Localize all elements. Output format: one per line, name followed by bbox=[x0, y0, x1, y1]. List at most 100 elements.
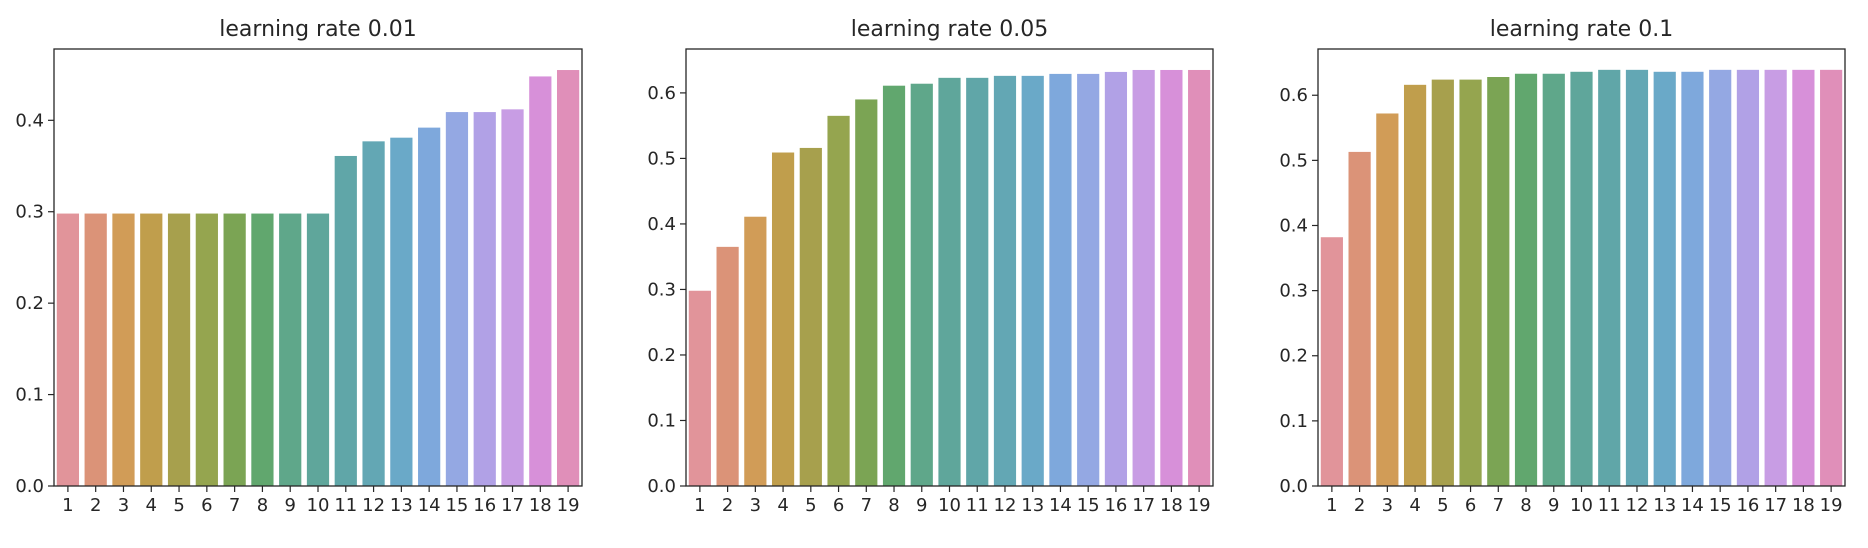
x-tick-label: 1 bbox=[694, 495, 705, 516]
y-tick-label: 0.4 bbox=[1279, 215, 1308, 236]
x-tick-label: 5 bbox=[173, 495, 184, 516]
bar-13 bbox=[1653, 71, 1676, 486]
x-tick-label: 6 bbox=[201, 495, 212, 516]
x-tick-label: 3 bbox=[1382, 495, 1393, 516]
bar-1 bbox=[1320, 237, 1343, 486]
x-tick-label: 6 bbox=[1465, 495, 1476, 516]
y-tick-label: 0.5 bbox=[647, 148, 676, 169]
x-tick-label: 8 bbox=[257, 495, 268, 516]
chart-title: learning rate 0.05 bbox=[851, 17, 1048, 42]
bar-6 bbox=[827, 115, 850, 486]
bar-15 bbox=[1709, 69, 1732, 486]
x-tick-label: 16 bbox=[473, 495, 496, 516]
bar-17 bbox=[501, 109, 524, 486]
chart-panel-3: 1 2 3 4 5 6 7 8 9 10 11 12 13 14 15 16 17 18 190.00.10.20.… bbox=[1279, 17, 1846, 516]
x-tick-label: 3 bbox=[750, 495, 761, 516]
bar-6 bbox=[1459, 79, 1482, 487]
x-tick-label: 7 bbox=[861, 495, 872, 516]
x-tick-label: 6 bbox=[833, 495, 844, 516]
x-tick-label: 14 bbox=[1049, 495, 1072, 516]
x-tick-label: 11 bbox=[966, 495, 989, 516]
bar-19 bbox=[1188, 69, 1211, 486]
bar-9 bbox=[910, 83, 933, 486]
chart-title: learning rate 0.01 bbox=[219, 17, 416, 42]
x-tick-label: 12 bbox=[362, 495, 385, 516]
bar-17 bbox=[1764, 69, 1787, 486]
y-tick-label: 0.0 bbox=[1279, 476, 1308, 497]
x-tick-label: 7 bbox=[1493, 495, 1504, 516]
bar-16 bbox=[1104, 71, 1128, 487]
bar-5 bbox=[799, 147, 822, 486]
y-tick-label: 0.4 bbox=[647, 214, 676, 235]
bar-7 bbox=[223, 213, 246, 486]
x-tick-label: 3 bbox=[118, 495, 129, 516]
bar-19 bbox=[556, 70, 580, 486]
x-tick-label: 4 bbox=[1409, 495, 1420, 516]
x-tick-label: 2 bbox=[90, 495, 101, 516]
x-tick-label: 5 bbox=[1437, 495, 1448, 516]
y-tick-label: 0.3 bbox=[15, 202, 44, 223]
bar-10 bbox=[1570, 71, 1593, 486]
y-tick-label: 0.1 bbox=[15, 385, 44, 406]
chart-panel-2: 1 2 3 4 5 6 7 8 9 10 11 12 13 14 15 16 17 18 190.00.10.20.… bbox=[647, 17, 1214, 516]
bar-18 bbox=[1792, 69, 1815, 486]
x-tick-label: 12 bbox=[1626, 495, 1649, 516]
x-tick-label: 1 bbox=[1326, 495, 1337, 516]
x-tick-label: 12 bbox=[994, 495, 1017, 516]
x-tick-label: 14 bbox=[1681, 495, 1704, 516]
bar-14 bbox=[1681, 71, 1704, 486]
bar-1 bbox=[688, 290, 711, 486]
x-tick-label: 1 bbox=[62, 495, 73, 516]
x-tick-label: 7 bbox=[229, 495, 240, 516]
bar-10 bbox=[306, 213, 330, 486]
y-tick-label: 0.3 bbox=[647, 279, 676, 300]
bar-7 bbox=[1487, 77, 1510, 486]
y-tick-label: 0.4 bbox=[15, 110, 44, 131]
x-tick-label: 15 bbox=[1077, 495, 1100, 516]
bar-12 bbox=[993, 75, 1017, 487]
x-tick-label: 19 bbox=[1188, 495, 1211, 516]
bar-9 bbox=[1542, 73, 1565, 486]
bar-19 bbox=[1820, 69, 1843, 486]
x-tick-label: 13 bbox=[1021, 495, 1044, 516]
bar-2 bbox=[84, 213, 107, 486]
x-tick-label: 18 bbox=[1792, 495, 1815, 516]
bar-5 bbox=[1431, 79, 1454, 487]
bar-8 bbox=[1514, 73, 1538, 486]
x-tick-label: 17 bbox=[1132, 495, 1155, 516]
x-tick-label: 8 bbox=[1520, 495, 1531, 516]
chart-panel-1: 1 2 3 4 5 6 7 8 9 10 11 12 13 14 15 16 17 18 190.00.10.20.… bbox=[15, 17, 583, 516]
bar-16 bbox=[1736, 69, 1760, 486]
x-tick-label: 16 bbox=[1104, 495, 1127, 516]
x-tick-label: 8 bbox=[888, 495, 899, 516]
y-tick-label: 0.5 bbox=[1279, 150, 1308, 171]
bar-6 bbox=[195, 213, 218, 486]
bar-7 bbox=[855, 99, 878, 486]
bar-13 bbox=[390, 137, 413, 486]
x-tick-label: 2 bbox=[1354, 495, 1365, 516]
x-tick-label: 9 bbox=[284, 495, 295, 516]
x-tick-label: 9 bbox=[1548, 495, 1559, 516]
bar-4 bbox=[140, 213, 163, 486]
y-tick-label: 0.0 bbox=[647, 476, 676, 497]
bar-11 bbox=[334, 155, 357, 486]
y-tick-label: 0.2 bbox=[647, 345, 676, 366]
x-tick-label: 17 bbox=[501, 495, 524, 516]
x-tick-label: 18 bbox=[529, 495, 552, 516]
bar-3 bbox=[1376, 113, 1399, 486]
bar-14 bbox=[418, 127, 441, 487]
bar-14 bbox=[1049, 73, 1072, 487]
bar-11 bbox=[1598, 69, 1621, 486]
x-tick-label: 15 bbox=[445, 495, 468, 516]
bar-3 bbox=[112, 213, 135, 486]
x-tick-label: 10 bbox=[307, 495, 330, 516]
x-tick-label: 17 bbox=[1764, 495, 1787, 516]
x-tick-label: 11 bbox=[334, 495, 357, 516]
y-tick-label: 0.6 bbox=[647, 83, 676, 104]
bar-5 bbox=[167, 213, 191, 486]
x-tick-label: 10 bbox=[1570, 495, 1593, 516]
y-tick-label: 0.0 bbox=[15, 476, 44, 497]
x-tick-label: 15 bbox=[1709, 495, 1732, 516]
x-tick-label: 13 bbox=[390, 495, 413, 516]
